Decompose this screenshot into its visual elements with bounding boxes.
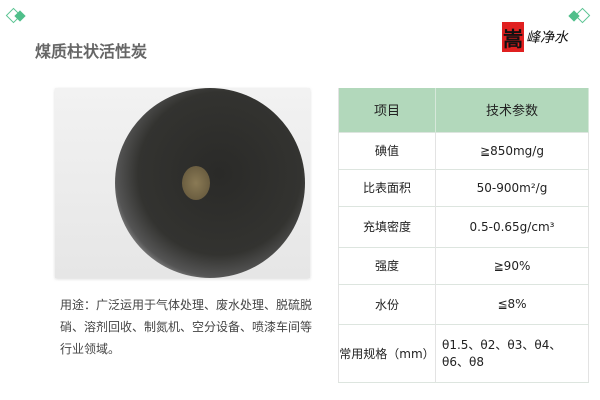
- row-value: ≦8%: [435, 283, 589, 324]
- row-item: 强度: [338, 246, 436, 284]
- logo-text: 峰净水: [526, 30, 568, 46]
- row-item: 充填密度: [338, 205, 436, 247]
- product-photo: [55, 88, 310, 278]
- table-row: 充填密度 0.5-0.65g/cm³: [338, 205, 589, 247]
- brand-logo: 嵩 峰净水: [502, 22, 568, 52]
- logo-seal: 嵩: [502, 22, 524, 52]
- table-row: 水份 ≦8%: [338, 283, 589, 324]
- row-item: 碘值: [338, 131, 436, 169]
- table-row: 比表面积 50-900m²/g: [338, 168, 589, 206]
- row-value: 50-900m²/g: [435, 168, 589, 206]
- coin: [182, 166, 210, 200]
- row-value: ≧850mg/g: [435, 131, 589, 169]
- header-item: 项目: [338, 88, 436, 132]
- usage-text: 用途：广泛运用于气体处理、废水处理、脱硫脱硝、溶剂回收、制氮机、空分设备、喷漆车…: [60, 298, 313, 356]
- row-item: 常用规格（mm）: [338, 323, 436, 383]
- row-item: 水份: [338, 283, 436, 324]
- page-title: 煤质柱状活性炭: [35, 42, 148, 61]
- carbon-pellets: [115, 88, 305, 278]
- row-value: θ1.5、θ2、θ3、θ4、θ6、θ8: [435, 323, 589, 383]
- table-row: 碘值 ≧850mg/g: [338, 131, 589, 169]
- table-header: 项目 技术参数: [338, 88, 589, 132]
- spec-table: 项目 技术参数 碘值 ≧850mg/g 比表面积 50-900m²/g 充填密度 0.…: [338, 88, 589, 383]
- table-row: 常用规格（mm） θ1.5、θ2、θ3、θ4、θ6、θ8: [338, 323, 589, 383]
- row-value: ≧90%: [435, 246, 589, 284]
- row-value: 0.5-0.65g/cm³: [435, 205, 589, 247]
- row-item: 比表面积: [338, 168, 436, 206]
- table-row: 强度 ≧90%: [338, 246, 589, 284]
- header-value: 技术参数: [435, 88, 589, 132]
